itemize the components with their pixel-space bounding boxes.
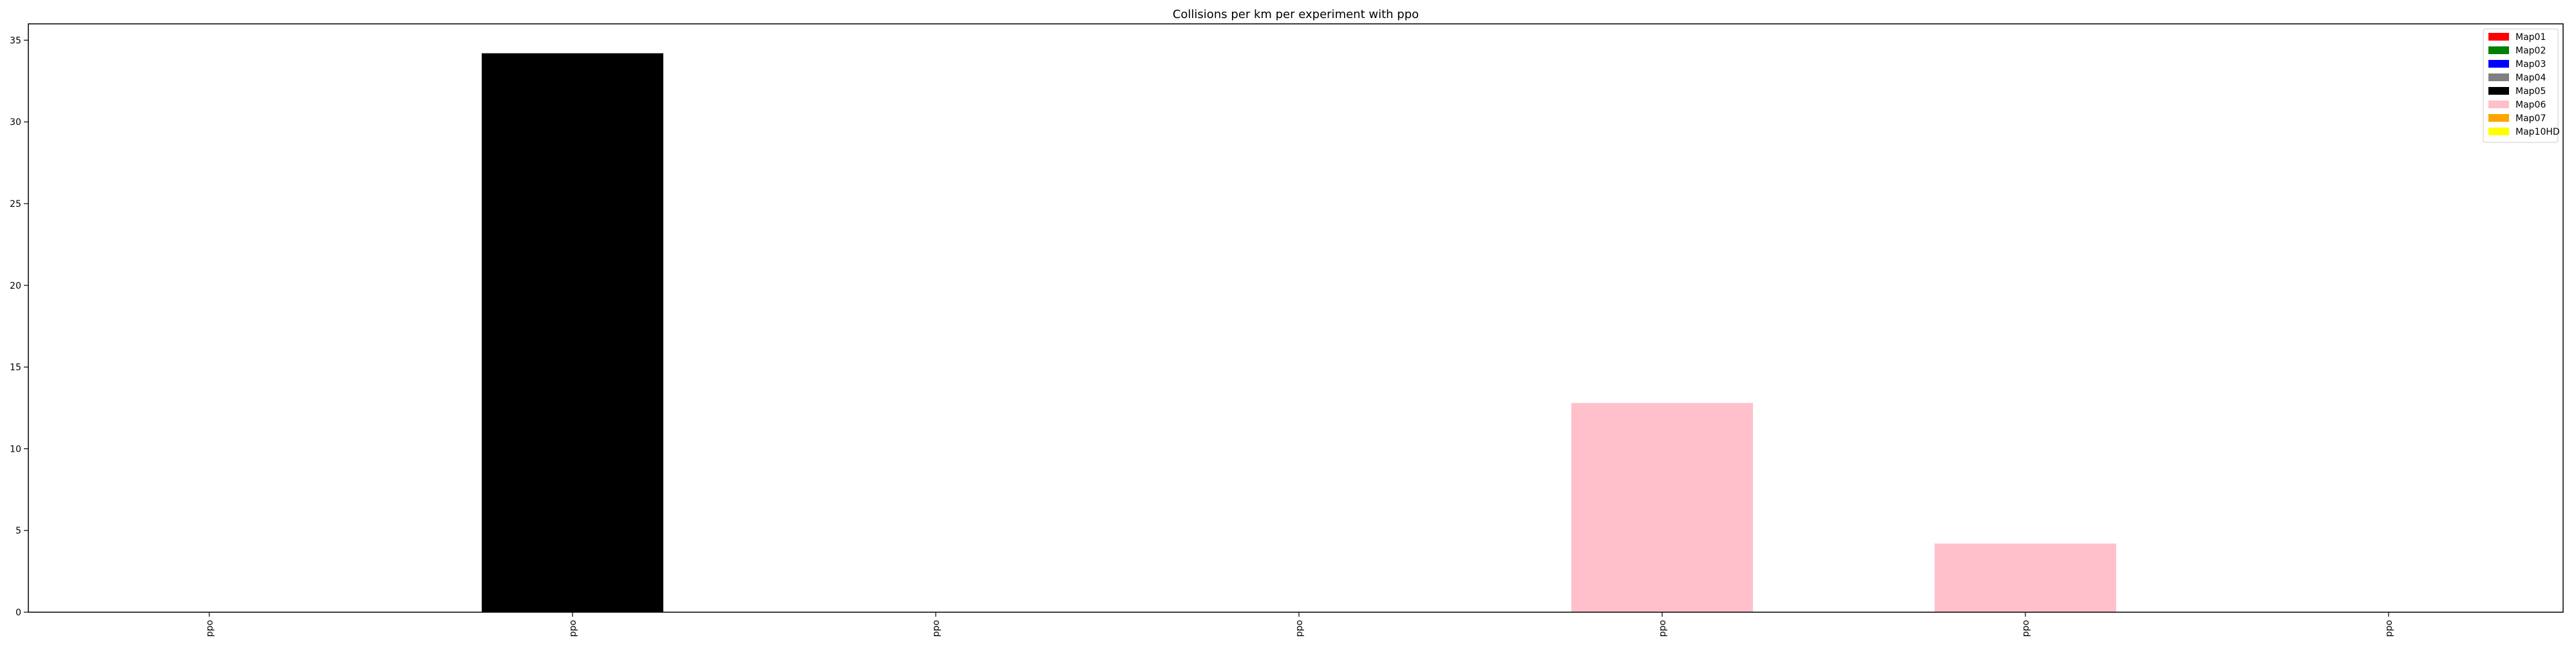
x-tick-label-0: ppo: [205, 620, 215, 637]
y-tick-label-0: 0: [15, 608, 21, 618]
legend-swatch-map06: [2488, 101, 2509, 108]
legend-swatch-map07: [2488, 114, 2509, 122]
legend-label-map06: Map06: [2515, 100, 2546, 110]
legend: Map01 Map02 Map03 Map04 Map05 Map06 Map07 Map10…: [2483, 28, 2560, 143]
legend-label-map04: Map04: [2515, 73, 2546, 83]
plot-frame: [28, 23, 2564, 613]
bar-4: [1571, 403, 1753, 612]
legend-swatch-map10hd: [2488, 128, 2509, 135]
legend-label-map05: Map05: [2515, 86, 2546, 97]
x-tick-label-1: ppo: [568, 620, 578, 637]
chart-title: Collisions per km per experiment with pp…: [1173, 8, 1419, 21]
legend-label-map10hd: Map10HD: [2515, 127, 2560, 137]
legend-label-map02: Map02: [2515, 46, 2546, 56]
axes-layer: [28, 23, 2564, 613]
legend-label-map01: Map01: [2515, 32, 2546, 43]
legend-swatch-map02: [2488, 46, 2509, 54]
y-tick-label-5: 25: [10, 199, 21, 209]
y-tick-label-4: 20: [10, 281, 21, 291]
legend-label-map07: Map07: [2515, 113, 2546, 124]
x-tick-label-3: ppo: [1294, 620, 1305, 637]
x-tick-label-5: ppo: [2021, 620, 2031, 637]
legend-swatch-map04: [2488, 73, 2509, 81]
y-tick-label-7: 35: [10, 35, 21, 46]
bar-1: [482, 53, 663, 612]
bar-5: [1935, 543, 2116, 612]
legend-swatch-map05: [2488, 87, 2509, 95]
ticks-layer: 0 5 10 15 20 25 30 35 ppo ppo ppo ppo ppo ppo ppo: [10, 35, 2394, 637]
x-tick-label-6: ppo: [2384, 620, 2394, 637]
legend-swatch-map01: [2488, 33, 2509, 41]
x-tick-label-2: ppo: [931, 620, 942, 637]
bars-layer: [482, 53, 2116, 612]
legend-swatch-map03: [2488, 60, 2509, 68]
y-tick-label-3: 15: [10, 363, 21, 373]
y-tick-label-1: 5: [15, 526, 21, 536]
x-tick-label-4: ppo: [1658, 620, 1668, 637]
y-tick-label-6: 30: [10, 117, 21, 128]
legend-label-map03: Map03: [2515, 59, 2546, 70]
y-tick-label-2: 10: [10, 444, 21, 454]
